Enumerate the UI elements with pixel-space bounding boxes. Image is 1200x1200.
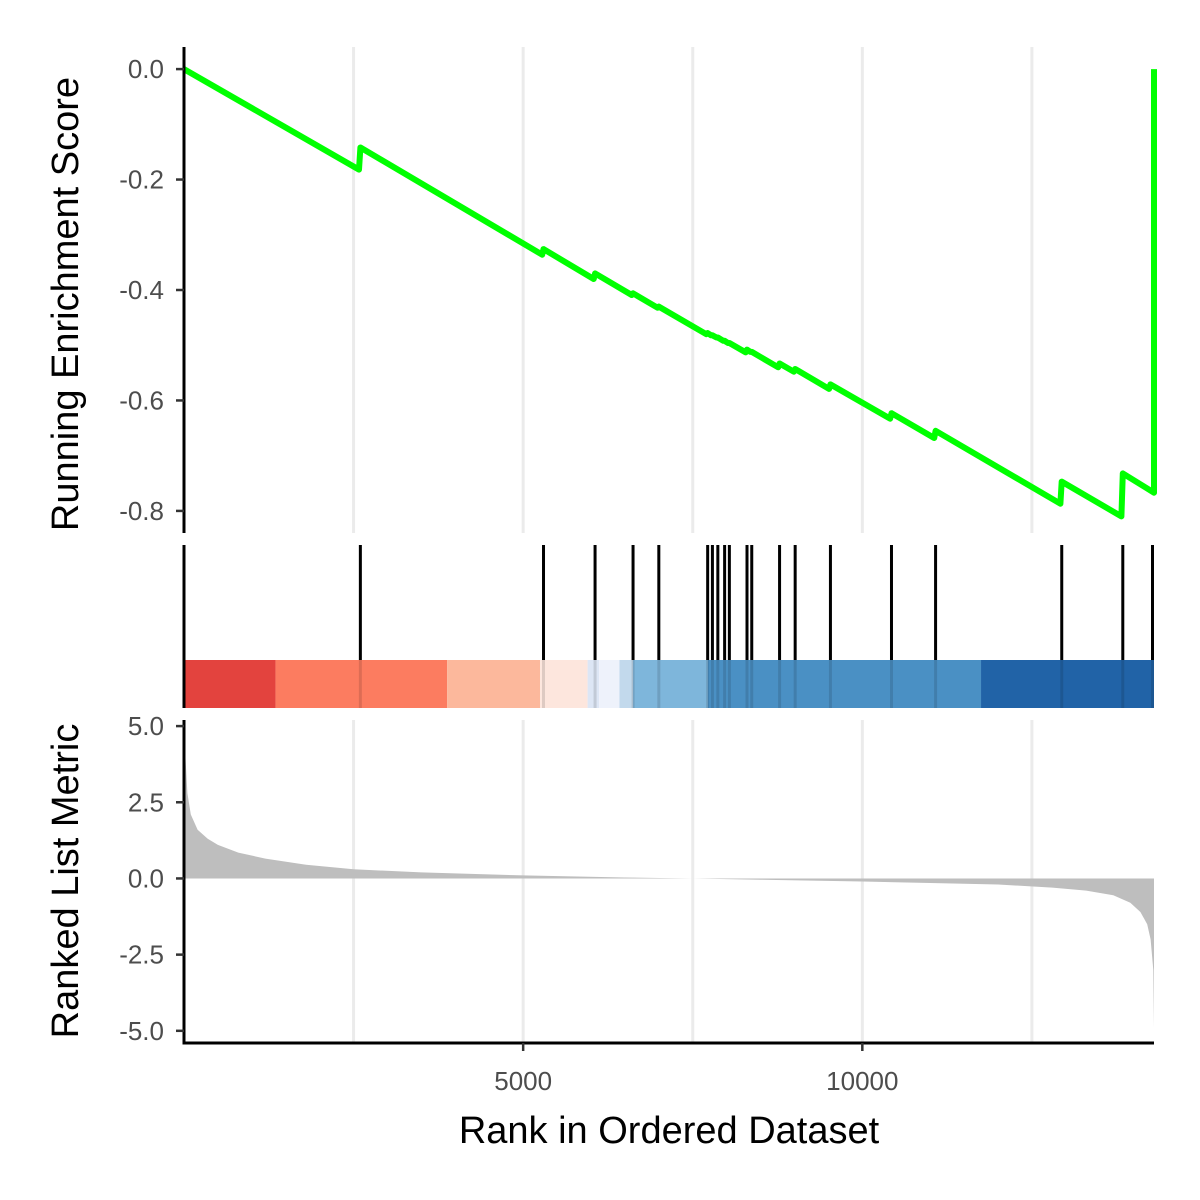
es-gridlines [352,47,1034,533]
gene-hits-panel [182,545,1154,708]
color-band-segment [184,660,276,708]
rk-tick-label: 5.0 [128,711,164,741]
rk-y-axis-title: Ranked List Metric [45,724,87,1039]
enrichment-score-panel: 0.0 -0.2 -0.4 -0.6 -0.8 Running Enrichment S… [45,47,1157,533]
color-band-segment [981,660,1154,708]
es-y-axis-title: Running Enrichment Score [45,77,87,531]
x-tick-label: 10000 [826,1066,898,1096]
color-band-segment [619,660,634,708]
rk-tick-label: 0.0 [128,863,164,893]
gene-hit-marks [358,545,1154,708]
color-band-segment [587,660,600,708]
es-y-axis: 0.0 -0.2 -0.4 -0.6 -0.8 [119,47,186,533]
color-band-segment [447,660,541,708]
ranked-metric-area [184,726,1154,1028]
color-band-segment [540,660,588,708]
x-axis: 5000 10000 [182,1041,1154,1096]
ranked-metric-panel: 5.0 2.5 0.0 -2.5 -5.0 5000 10000 Ranked List … [45,711,1154,1152]
rk-tick-label: 2.5 [128,787,164,817]
color-band-segment [707,660,982,708]
color-band-segment [275,660,448,708]
rk-y-axis: 5.0 2.5 0.0 -2.5 -5.0 [119,711,186,1046]
color-band-segment [599,660,620,708]
rk-tick-label: -5.0 [119,1016,164,1046]
x-axis-title: Rank in Ordered Dataset [459,1110,880,1152]
es-tick-label: -0.4 [119,275,164,305]
es-tick-label: -0.2 [119,165,164,195]
es-series-line [182,66,1157,520]
color-band-segment [633,660,708,708]
es-tick-label: -0.6 [119,385,164,415]
es-tick-label: -0.8 [119,496,164,526]
rank-color-band [184,660,1154,708]
x-tick-label: 5000 [494,1066,552,1096]
es-tick-label: 0.0 [128,54,164,84]
rk-tick-label: -2.5 [119,940,164,970]
